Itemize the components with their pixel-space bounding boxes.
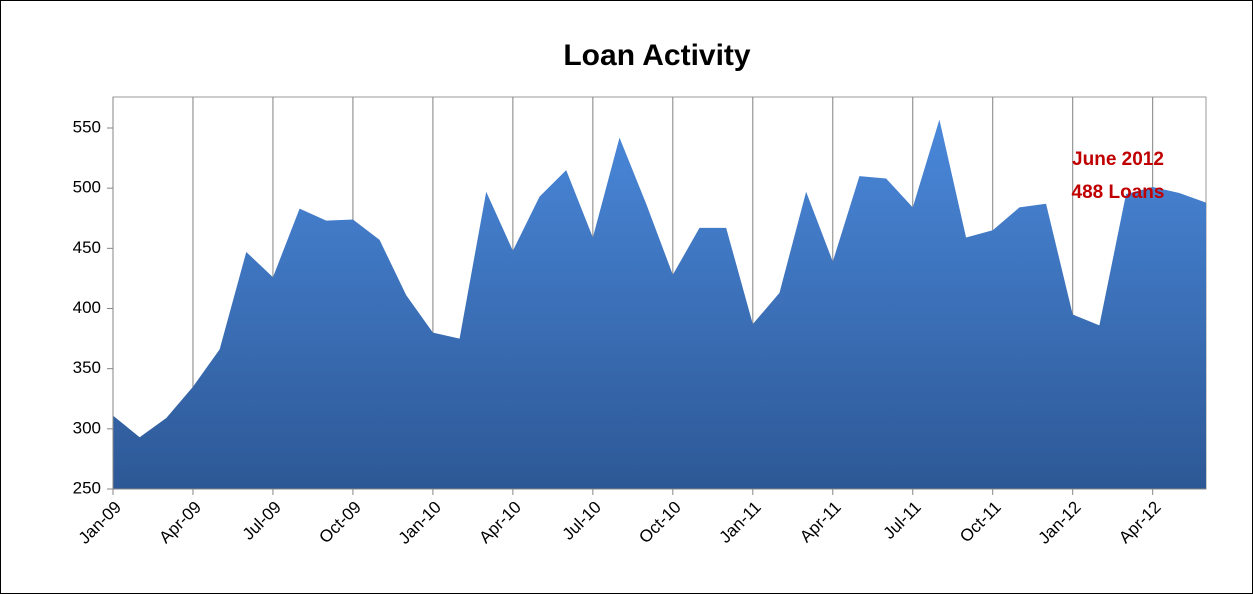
annotation: 488 Loans — [1072, 182, 1165, 203]
y-tick-label: 400 — [73, 298, 101, 317]
area — [113, 119, 1206, 490]
annotation: June 2012 — [1072, 149, 1164, 170]
y-tick-label: 500 — [73, 178, 101, 197]
y-tick-label: 450 — [73, 238, 101, 257]
chart-title: Loan Activity — [563, 39, 751, 72]
y-tick-label: 350 — [73, 358, 101, 377]
y-tick-label: 250 — [73, 478, 101, 497]
y-tick-label: 550 — [73, 117, 101, 136]
y-tick-label: 300 — [73, 418, 101, 437]
